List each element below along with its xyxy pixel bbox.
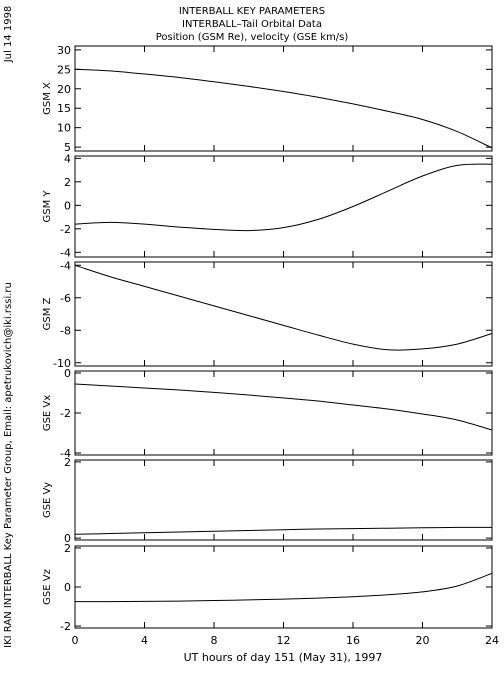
panel-frame <box>74 45 493 152</box>
title-line-2: INTERBALL–Tail Orbital Data <box>182 19 322 30</box>
panel-3: -10 -8 -6 -4 GSM Z <box>42 259 493 370</box>
series-line <box>74 163 493 232</box>
panel-frame <box>74 261 493 367</box>
panel-5: 0 2 GSE Vy <box>42 456 493 545</box>
x-tick-label: 24 <box>485 634 499 647</box>
y-tick-label: -2 <box>60 223 71 236</box>
series-line <box>74 68 493 149</box>
y-tick-label: -4 <box>60 259 71 272</box>
x-axis: 0 4 8 12 16 20 24 <box>72 634 500 647</box>
y-tick-label: 25 <box>57 63 71 76</box>
series-line <box>74 526 492 535</box>
y-tick-label: 2 <box>64 456 71 469</box>
y-axis-label: GSE Vx <box>42 395 53 431</box>
panel-1: 5 10 15 20 25 30 GSM X <box>42 44 493 154</box>
y-axis-label: GSE Vz <box>42 569 53 605</box>
panel-frame <box>74 370 493 456</box>
y-tick-label: 20 <box>57 83 71 96</box>
panel-frame <box>74 545 493 629</box>
y-tick-label: 0 <box>64 532 71 545</box>
y-tick-label: -4 <box>60 246 71 259</box>
y-tick-label: 15 <box>57 102 71 115</box>
y-tick-label: 2 <box>64 542 71 555</box>
y-tick-label: 2 <box>64 176 71 189</box>
series-line <box>74 383 493 431</box>
x-tick-label: 4 <box>141 634 148 647</box>
y-tick-label: -8 <box>60 324 71 337</box>
y-axis-label: GSM Z <box>42 297 53 330</box>
y-tick-label: 4 <box>64 152 71 165</box>
y-tick-label: 30 <box>57 44 71 57</box>
y-tick-label: -10 <box>53 357 71 370</box>
y-tick-label: 0 <box>64 199 71 212</box>
panel-frame <box>74 155 493 258</box>
x-tick-label: 12 <box>277 634 291 647</box>
title-line-3: Position (GSM Re), velocity (GSE km/s) <box>156 32 349 43</box>
side-credit: IKI RAN INTERBALL Key Parameter Group, E… <box>3 282 14 648</box>
x-tick-label: 0 <box>72 634 79 647</box>
y-axis-label: GSM X <box>42 82 53 115</box>
panel-4: -4 -2 0 GSE Vx <box>42 367 493 460</box>
x-tick-label: 8 <box>211 634 218 647</box>
y-tick-label: -2 <box>60 620 71 633</box>
panel-6: -2 0 2 GSE Vz <box>42 542 493 633</box>
y-tick-label: 0 <box>64 581 71 594</box>
y-tick-label: 5 <box>64 141 71 154</box>
y-axis-label: GSM Y <box>42 190 53 223</box>
y-tick-label: -2 <box>60 407 71 420</box>
y-axis-label: GSE Vy <box>42 482 53 518</box>
series-line <box>74 572 493 603</box>
y-tick-label: 0 <box>64 367 71 380</box>
x-tick-label: 16 <box>346 634 360 647</box>
series-line <box>74 264 493 351</box>
x-axis-label: UT hours of day 151 (May 31), 1997 <box>184 651 383 664</box>
y-tick-label: -4 <box>60 447 71 460</box>
x-tick-label: 20 <box>416 634 430 647</box>
date-stamp: Jul 14 1998 <box>3 6 14 64</box>
y-tick-label: 10 <box>57 122 71 135</box>
title-line-1: INTERBALL KEY PARAMETERS <box>179 6 325 17</box>
panel-2: -4 -2 0 2 4 GSM Y <box>42 152 493 259</box>
y-tick-label: -6 <box>60 292 71 305</box>
